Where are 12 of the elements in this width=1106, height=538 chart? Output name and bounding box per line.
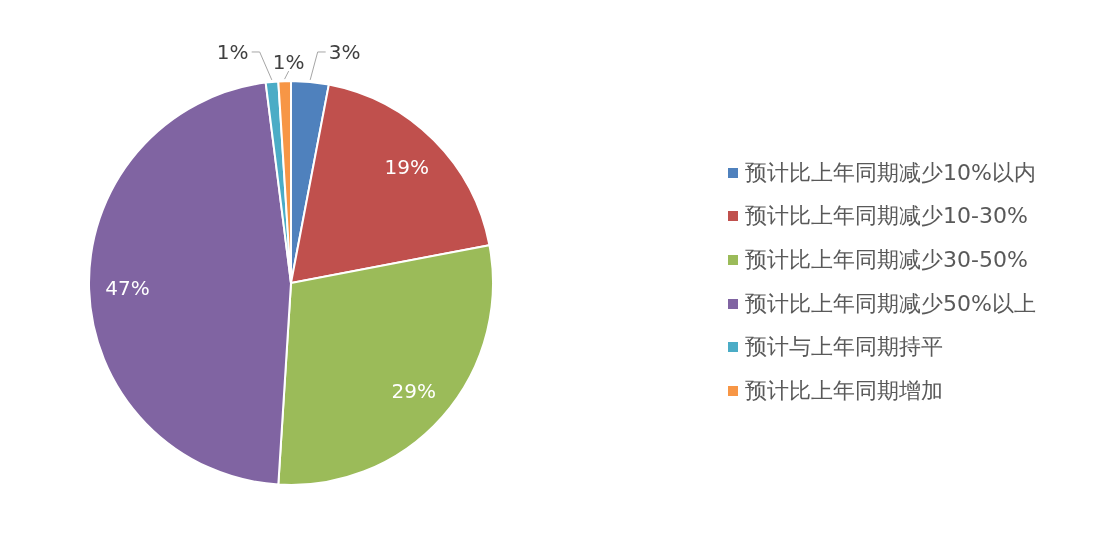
data-label: 19% <box>384 155 429 180</box>
legend-label: 预计比上年同期减少10-30% <box>745 202 1028 231</box>
data-label: 1% <box>272 50 305 75</box>
legend-label: 预计比上年同期减少50%以上 <box>745 289 1036 318</box>
legend-label: 预计比上年同期增加 <box>745 376 943 405</box>
data-label: 29% <box>391 379 436 404</box>
legend-label: 预计比上年同期减少30-50% <box>745 246 1028 274</box>
legend-label: 预计与上年同期持平 <box>745 333 943 362</box>
data-label: 3% <box>328 39 361 64</box>
data-label: 47% <box>105 276 150 301</box>
legend-label: 预计比上年同期减少10%以内 <box>745 158 1036 187</box>
data-label: 1% <box>216 39 249 64</box>
